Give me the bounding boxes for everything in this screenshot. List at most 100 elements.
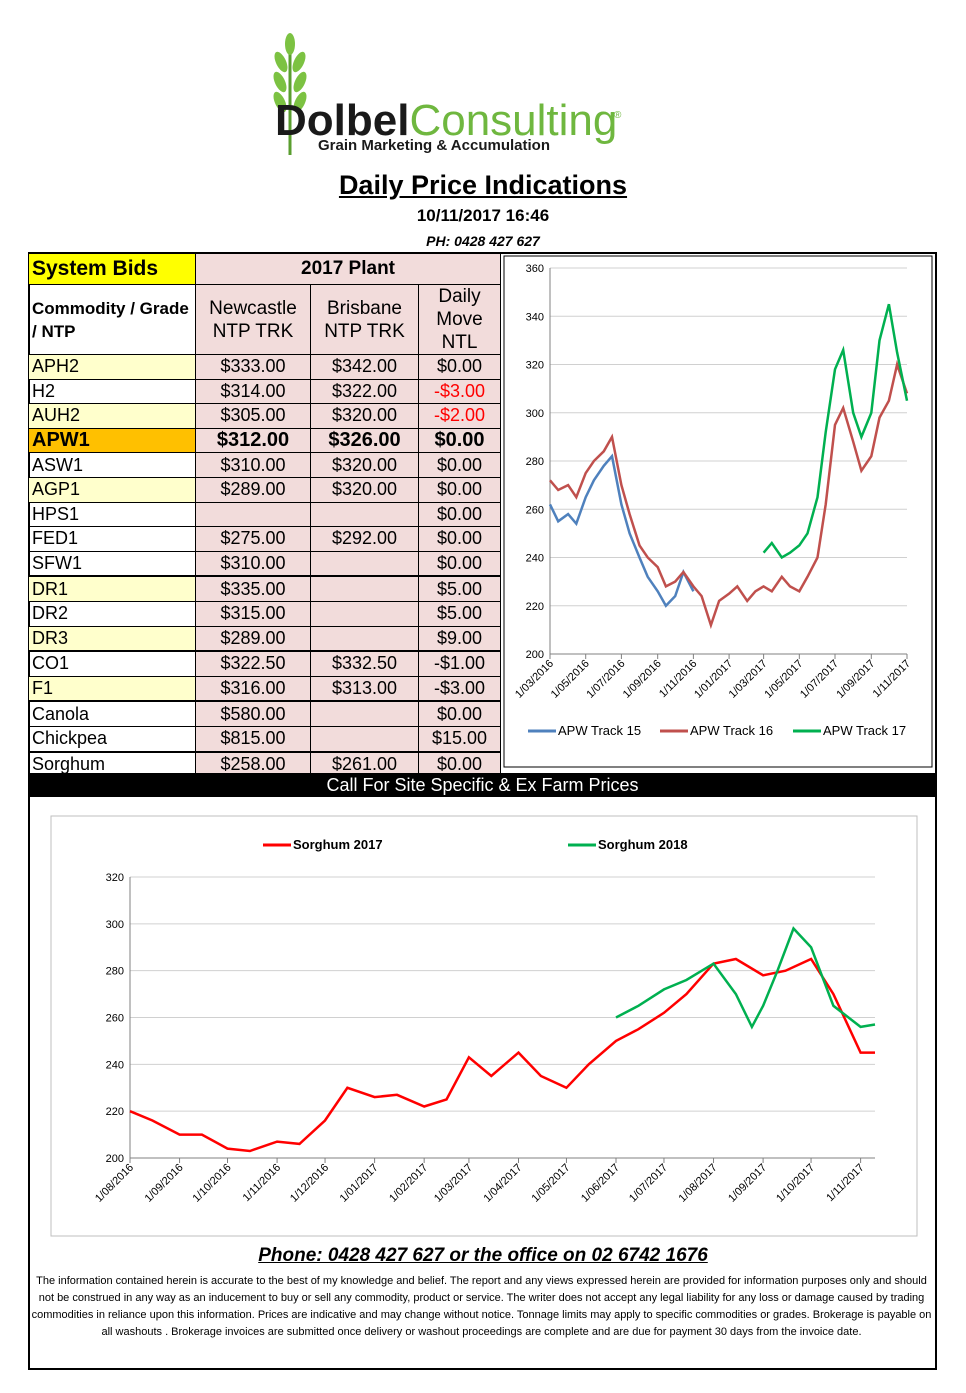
wheat-icon	[273, 33, 307, 155]
table-row: DR3 $289.00 $9.00	[28, 625, 502, 653]
table-cell: $326.00	[310, 427, 419, 454]
y-tick-label: 320	[106, 872, 124, 884]
legend-label: APW Track 16	[690, 723, 773, 738]
table-cell: $313.00	[310, 675, 419, 703]
logo-dark: DolbelConsulting	[275, 96, 617, 145]
disclaimer: The information contained herein is accu…	[31, 1275, 932, 1338]
table-cell: $320.00	[310, 403, 419, 429]
table-cell: SFW1	[28, 550, 196, 578]
table-cell: $5.00	[417, 575, 502, 602]
table-cell: APW1	[28, 427, 196, 454]
table-cell: AGP1	[28, 476, 196, 503]
column-row: Commodity / Grade / NTP Newcastle NTP TRK…	[28, 284, 502, 355]
table-row: H2 $314.00 $322.00 -$3.00	[28, 378, 502, 405]
y-tick-label: 240	[106, 1059, 124, 1071]
table-cell	[310, 501, 419, 528]
table-cell: Sorghum	[28, 750, 196, 778]
table-cell: AUH2	[28, 403, 196, 429]
table-row: F1 $316.00 $313.00 -$3.00	[28, 675, 502, 703]
table-cell: $333.00	[195, 354, 311, 380]
table-cell: FED1	[28, 526, 196, 552]
table-cell: $332.50	[310, 650, 419, 677]
table-row: DR2 $315.00 $5.00	[28, 600, 502, 627]
table-cell: $320.00	[310, 476, 419, 503]
series-line	[762, 303, 909, 560]
logo-tagline: Grain Marketing & Accumulation	[318, 137, 550, 154]
y-tick-label: 220	[106, 1106, 124, 1118]
table-row: FED1 $275.00 $292.00 $0.00	[28, 526, 502, 552]
table-row: ASW1 $310.00 $320.00 $0.00	[28, 452, 502, 478]
phone-top: PH: 0428 427 627	[426, 233, 540, 249]
table-cell	[310, 575, 419, 602]
table-cell: $275.00	[195, 526, 311, 552]
table-cell: $0.00	[417, 427, 502, 454]
y-tick-label: 260	[526, 504, 544, 516]
price-table: System Bids 2017 Plant Commodity / Grade…	[28, 253, 502, 778]
y-tick-label: 300	[526, 408, 544, 420]
table-cell: APH2	[28, 354, 196, 380]
table-cell: $316.00	[195, 675, 311, 703]
table-cell: DR3	[28, 625, 196, 653]
title: Daily Price Indications	[338, 170, 628, 200]
table-cell: DR1	[28, 575, 196, 602]
chart-apw: 2002202402602803003203403601/03/20161/05…	[503, 255, 933, 768]
table-cell: Canola	[28, 700, 196, 727]
chart-border	[503, 255, 933, 768]
table-cell	[310, 725, 419, 753]
table-row: SFW1 $310.00 $0.00	[28, 550, 502, 578]
column-header: Brisbane NTP TRK	[310, 284, 419, 355]
y-tick-label: 360	[526, 263, 544, 275]
table-row: AUH2 $305.00 $320.00 -$2.00	[28, 403, 502, 429]
table-head: System Bids 2017 Plant	[28, 253, 502, 285]
series-line	[129, 957, 875, 1153]
table-cell: $258.00	[195, 750, 311, 778]
table-cell: $289.00	[195, 476, 311, 503]
table-cell: $15.00	[417, 725, 502, 753]
column-header: Daily Move NTL	[417, 284, 502, 355]
plant: 2017 Plant	[194, 253, 502, 285]
table-cell: HPS1	[28, 501, 196, 528]
logo-mark: ®	[614, 110, 622, 121]
series-line	[615, 926, 876, 1030]
table-cell: -$1.00	[417, 650, 502, 677]
legend-label: APW Track 17	[823, 723, 906, 738]
table-row: APH2 $333.00 $342.00 $0.00	[28, 354, 502, 380]
table-cell: $261.00	[310, 750, 419, 778]
table-row: CO1 $322.50 $332.50 -$1.00	[28, 650, 502, 677]
table-row: DR1 $335.00 $5.00	[28, 575, 502, 602]
legend-label: Sorghum 2018	[598, 837, 688, 852]
table-cell	[310, 600, 419, 627]
table-cell: $0.00	[417, 550, 502, 578]
y-tick-label: 280	[106, 966, 124, 978]
table-cell: -$3.00	[417, 675, 502, 703]
table-cell	[310, 550, 419, 578]
table-row: Sorghum $258.00 $261.00 $0.00	[28, 750, 502, 778]
datetime: 10/11/2017 16:46	[416, 206, 550, 225]
y-tick-label: 320	[526, 360, 544, 372]
series-line	[549, 359, 909, 630]
table-cell: $0.00	[417, 700, 502, 727]
y-tick-label: 280	[526, 456, 544, 468]
table-cell: $0.00	[417, 750, 502, 778]
table-cell: $322.50	[195, 650, 311, 677]
table-cell: $305.00	[195, 403, 311, 429]
table-cell	[310, 625, 419, 653]
chart-border	[50, 815, 918, 1237]
logo: DolbelConsulting ® Grain Marketing & Acc…	[273, 33, 622, 155]
table-row: AGP1 $289.00 $320.00 $0.00	[28, 476, 502, 503]
table-cell: F1	[28, 675, 196, 703]
y-tick-label: 240	[526, 553, 544, 565]
table-cell: DR2	[28, 600, 196, 627]
y-tick-label: 200	[526, 649, 544, 661]
table-cell: -$3.00	[417, 378, 502, 405]
table-cell: $312.00	[195, 427, 311, 454]
table-cell: $314.00	[195, 378, 311, 405]
table-cell: $5.00	[417, 600, 502, 627]
table-cell: $580.00	[195, 700, 311, 727]
table-row: Chickpea $815.00 $15.00	[28, 725, 502, 753]
series-line	[548, 453, 695, 608]
table-cell: $0.00	[417, 476, 502, 503]
table-cell: $0.00	[417, 526, 502, 552]
